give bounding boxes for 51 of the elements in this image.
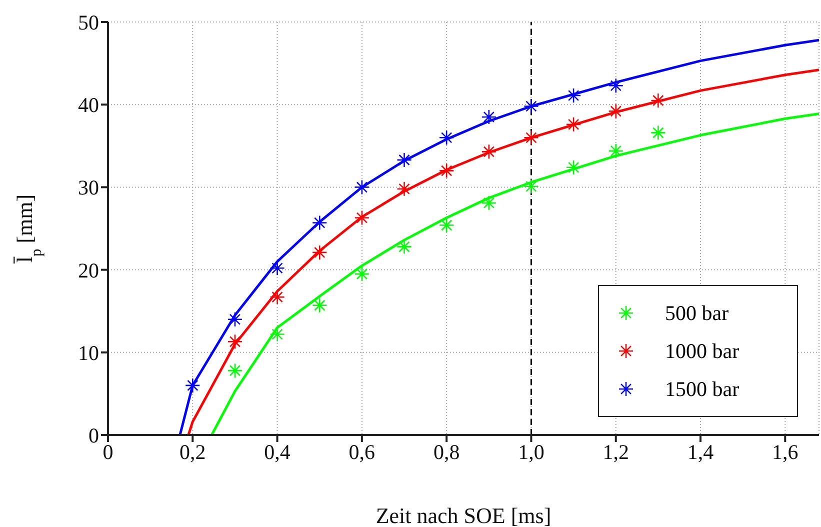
legend-label: 1500 bar xyxy=(665,376,740,402)
point xyxy=(438,163,454,178)
point xyxy=(270,326,285,342)
x-tick-label: 1,0 xyxy=(518,440,544,464)
point xyxy=(566,88,582,104)
x-tick-label: 0,2 xyxy=(180,440,206,464)
y-tick-label: 30 xyxy=(78,176,99,200)
point xyxy=(608,78,624,94)
point xyxy=(608,104,624,119)
x-tick-label: 0,4 xyxy=(264,440,291,464)
point xyxy=(227,312,243,328)
line-series xyxy=(210,112,819,435)
point xyxy=(481,109,497,125)
point xyxy=(481,195,497,211)
point xyxy=(227,362,243,378)
point xyxy=(184,378,200,394)
y-tick-label: 50 xyxy=(78,10,99,34)
y-tick-label: 40 xyxy=(78,93,99,118)
point xyxy=(312,298,328,313)
point xyxy=(312,215,328,230)
point xyxy=(227,334,243,350)
point xyxy=(312,244,328,260)
point xyxy=(438,130,454,146)
point xyxy=(270,260,285,276)
point xyxy=(396,152,412,168)
point xyxy=(650,92,666,108)
point xyxy=(524,98,539,114)
point xyxy=(524,178,539,194)
y-tick-label: 10 xyxy=(78,340,99,365)
point xyxy=(524,130,539,146)
y-tick-label: 0 xyxy=(88,423,99,448)
point xyxy=(608,143,624,159)
x-tick-label: 0,8 xyxy=(433,440,460,464)
x-tick-label: 0,6 xyxy=(348,440,376,464)
x-tick-label: 1,6 xyxy=(772,440,798,464)
x-tick-label: 1,4 xyxy=(687,440,714,464)
point xyxy=(354,210,370,226)
legend-label: 500 bar xyxy=(665,300,729,326)
point xyxy=(650,125,666,140)
point xyxy=(270,289,285,305)
point xyxy=(481,144,497,160)
y-tick-label: 20 xyxy=(78,258,99,282)
point xyxy=(566,116,582,132)
x-tick-label: 1,2 xyxy=(602,440,629,464)
point xyxy=(396,239,412,254)
legend-label: 1000 bar xyxy=(665,338,740,364)
point xyxy=(354,266,370,282)
point xyxy=(438,218,454,233)
x-axis-title: Zeit nach SOE [ms] xyxy=(376,503,552,527)
point xyxy=(396,181,412,196)
point xyxy=(354,180,370,195)
